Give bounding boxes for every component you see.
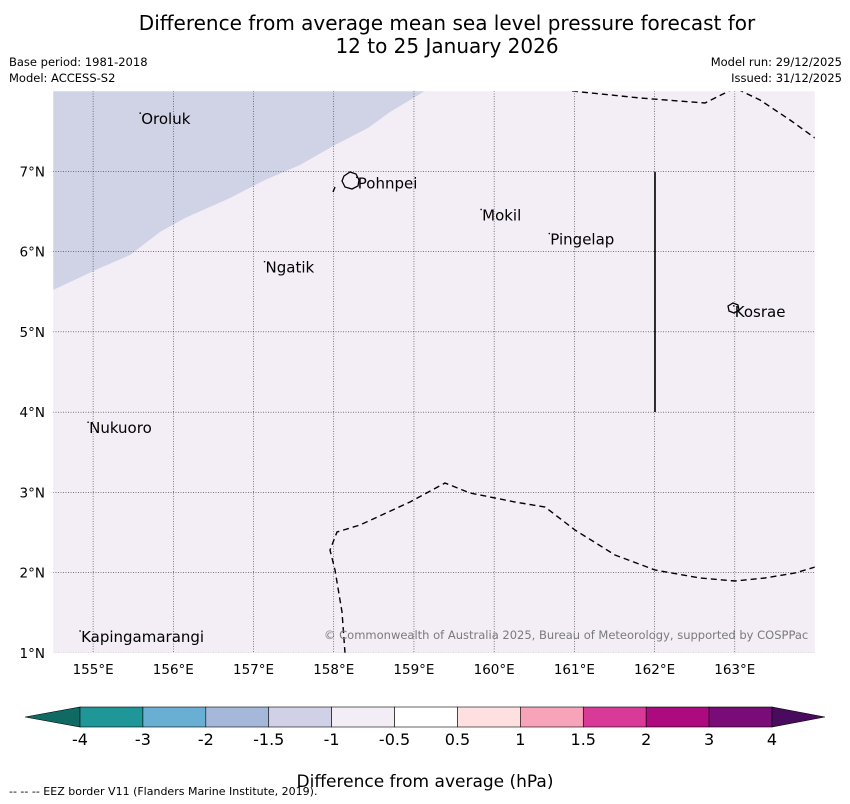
place-label: Pohnpei xyxy=(358,174,418,192)
colorbar-tick-label: -1 xyxy=(324,730,340,749)
base-period: Base period: 1981-2018 xyxy=(9,55,148,69)
place-marker xyxy=(79,630,81,632)
kosrae-island xyxy=(727,302,740,314)
colorbar-bin xyxy=(268,706,332,728)
pohnpei-island xyxy=(341,171,360,190)
lon-tick-label: 162°E xyxy=(634,662,675,678)
place-marker xyxy=(356,176,358,179)
colorbar-tick-label: -3 xyxy=(135,730,151,749)
model-run: Model run: 29/12/2025 xyxy=(710,55,842,69)
lon-tick-label: 161°E xyxy=(554,662,595,678)
place-marker xyxy=(548,232,551,235)
place-label: Ngatik xyxy=(266,259,315,277)
lat-tick-label: 3°N xyxy=(20,485,45,501)
issued-date: Issued: 31/12/2025 xyxy=(731,71,842,85)
colorbar-tick-label: -2 xyxy=(198,730,214,749)
map-title: Difference from average mean sea level p… xyxy=(0,12,850,58)
colorbar-label: Difference from average (hPa) xyxy=(296,772,554,792)
colorbar-extend-low xyxy=(24,706,81,728)
colorbar-tick-label: -4 xyxy=(72,730,88,749)
colorbar-bin xyxy=(645,706,710,728)
place-marker xyxy=(87,421,89,424)
lon-tick-label: 160°E xyxy=(474,662,515,678)
place-label: Oroluk xyxy=(141,110,190,128)
place-label: Kosrae xyxy=(735,303,786,321)
lon-tick-label: 158°E xyxy=(313,662,354,678)
meta-left: Base period: 1981-2018 Model: ACCESS-S2 xyxy=(9,54,148,86)
colorbar-tick-label: 1.5 xyxy=(571,730,596,749)
lon-tick-label: 156°E xyxy=(153,662,194,678)
colorbar-bin xyxy=(582,706,647,728)
colorbar-tick-label: 0.5 xyxy=(445,730,470,749)
lat-tick-label: 4°N xyxy=(20,405,45,421)
title-line-1: Difference from average mean sea level p… xyxy=(138,11,756,35)
colorbar-bin xyxy=(708,706,773,728)
colorbar-bin xyxy=(520,706,584,728)
colorbar-bin xyxy=(331,706,395,728)
place-labels: Oroluk Pohnpei Mokil Pingelap Ngatik Kosrae Nu… xyxy=(79,110,785,646)
colorbar-bin xyxy=(457,706,521,728)
colorbar-tick-label: -1.5 xyxy=(253,730,284,749)
eez-border-top xyxy=(571,91,815,139)
meta-right: Model run: 29/12/2025 Issued: 31/12/2025 xyxy=(711,54,842,86)
place-label: Nukuoro xyxy=(89,419,152,437)
lat-tick-label: 5°N xyxy=(20,325,45,341)
colorbar-tick-label: 3 xyxy=(704,730,714,749)
axis-labels: 155°E 156°E 157°E 158°E 159°E 160°E 161°E 162°E… xyxy=(20,164,756,678)
colorbar-bin xyxy=(205,706,270,728)
pressure-anomaly-region xyxy=(53,91,425,290)
lat-tick-label: 1°N xyxy=(20,646,45,662)
colorbar-tick-label: 1 xyxy=(515,730,525,749)
place-marker xyxy=(732,304,735,307)
model-name: Model: ACCESS-S2 xyxy=(9,71,116,85)
lon-tick-label: 163°E xyxy=(714,662,755,678)
colorbar-bin xyxy=(394,706,458,728)
title-line-2: 12 to 25 January 2026 xyxy=(335,34,559,58)
lat-tick-label: 7°N xyxy=(20,164,45,180)
eez-border-fragment xyxy=(332,186,336,193)
colorbar-tick-label: 4 xyxy=(767,730,777,749)
eez-footnote: -- -- -- EEZ border V11 (Flanders Marine… xyxy=(9,785,318,798)
place-marker xyxy=(139,112,142,114)
eez-border-bottom xyxy=(329,482,815,653)
graticule xyxy=(53,91,815,653)
colorbar-tick-label: 2 xyxy=(641,730,651,749)
lon-tick-label: 157°E xyxy=(233,662,274,678)
lon-tick-label: 155°E xyxy=(73,662,114,678)
colorbar: -4 -3 -2 -1.5 -1 -0.5 0.5 1 1.5 2 3 4 xyxy=(24,706,826,749)
place-marker xyxy=(263,260,266,263)
map-frame xyxy=(52,90,816,654)
copyright-notice: © Commonwealth of Australia 2025, Bureau… xyxy=(324,628,809,642)
colorbar-tick-label: -0.5 xyxy=(379,730,410,749)
lat-tick-label: 2°N xyxy=(20,566,45,582)
place-label: Kapingamarangi xyxy=(81,628,204,646)
place-label: Mokil xyxy=(482,206,521,224)
lon-tick-label: 159°E xyxy=(393,662,434,678)
place-marker xyxy=(480,208,482,211)
colorbar-bin xyxy=(142,706,207,728)
colorbar-bin xyxy=(79,706,144,728)
place-label: Pingelap xyxy=(550,231,614,249)
lat-tick-label: 6°N xyxy=(20,245,45,261)
colorbar-extend-high xyxy=(771,706,826,728)
